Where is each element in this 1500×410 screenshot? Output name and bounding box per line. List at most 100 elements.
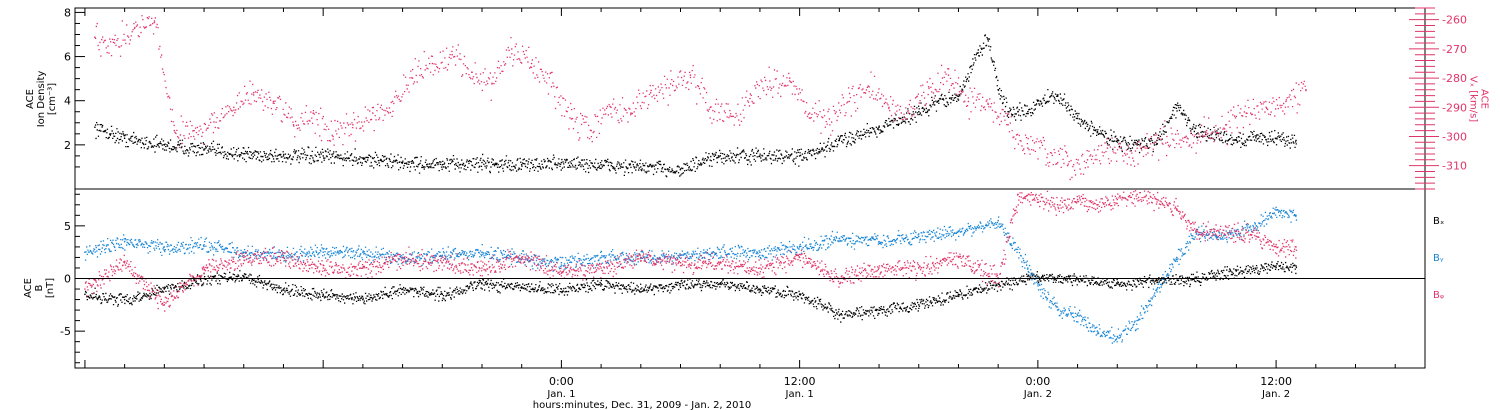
ion-density-point [481,161,483,164]
ion-density-point [937,99,940,102]
bz-point [481,267,483,269]
vx-point [491,83,493,85]
by-point [84,251,86,253]
vx-point [788,77,791,79]
by-point [918,235,920,238]
vx-point [749,97,751,100]
bz-point [1056,204,1059,206]
vx-point [511,48,513,50]
bx-points [84,261,1298,323]
by-point [798,246,801,248]
bx-point [997,283,999,285]
by-point [1116,335,1119,338]
ion-density-point [1037,99,1039,102]
bz-point [1176,209,1178,211]
vx-point [352,124,354,126]
vx-point [272,100,275,103]
b-ylabel-line: B [34,284,45,291]
legend-entry: Bᵩ [1433,290,1444,301]
bx-point [362,298,364,301]
ion-density-point [1096,130,1099,133]
bz-point [1017,193,1019,196]
vx-point [1047,153,1049,155]
bx-point [600,283,602,285]
by-point [1295,214,1297,217]
ion-density-point [719,155,721,157]
vx-point [828,118,831,120]
ion-density-point [1116,139,1119,142]
ion-density-point [243,152,245,155]
by-point [1215,235,1218,238]
vx-point [113,42,116,44]
axis-ticks [75,7,1439,368]
b-ylabel: ACE B [nT] [23,278,56,298]
ion-density-point [918,110,920,113]
bz-point [957,256,960,259]
b-tick-label: 0 [64,273,71,286]
vx-point [431,62,434,65]
by-point [282,254,285,257]
ion-density-point [1056,95,1059,98]
by-point [1275,209,1277,211]
x-tick-time-label: 12:00 [784,375,816,388]
vx-point [689,74,692,76]
bx-point [878,309,880,311]
bz-point [401,256,404,259]
vx-point [947,74,950,76]
bx-point [719,283,721,285]
legend-entry: Bₓ [1433,216,1444,227]
vx-ylabel-line: ACE [1479,89,1490,109]
vx-point [530,62,533,65]
ion-density-point [679,168,682,170]
bz-point [759,267,761,269]
vx-point [729,115,731,117]
bz-point [1195,230,1198,232]
ion-density-point [957,95,960,98]
bz-point [560,272,563,275]
vx-point [848,100,851,103]
vx-tick-label: -300 [1442,130,1467,143]
bz-point [203,267,205,269]
ion-density-point [1017,110,1019,113]
vx-point [173,129,176,132]
by-point [243,251,245,253]
by-points [84,206,1298,344]
vx-point [332,135,334,138]
bz-point [1255,235,1258,238]
vx-point [769,80,771,82]
ion-density-point [520,163,523,166]
bz-point [1215,230,1218,232]
ion-density-point [123,137,126,139]
by-point [1255,225,1258,227]
bx-point [401,288,404,290]
vx-point [888,106,890,109]
vx-point [590,129,592,132]
bz-point [878,267,880,269]
axis-labels: 2468-260-270-280-290-300-31050-50:00Jan.… [23,6,1490,410]
ion-density-point [163,144,166,146]
vx-point [868,86,870,88]
bz-point [322,267,325,269]
vx-point [709,106,712,109]
vx-point [213,121,215,123]
by-point [1156,288,1158,290]
bx-point [679,283,682,285]
vx-points [94,15,1307,181]
bz-point [719,261,721,264]
x-tick-time-label: 0:00 [549,375,574,388]
bz-point [918,267,920,269]
bz-point [520,256,523,259]
x-tick-date-label: Jan. 1 [785,389,814,400]
vx-point [1146,147,1148,149]
bz-point [441,261,444,264]
density-ylabel-line: [cm⁻³] [47,83,58,115]
bx-point [838,314,841,317]
vx-point [233,106,235,109]
vx-point [669,83,672,85]
by-point [1136,319,1138,322]
ion-density-point [1176,104,1178,106]
bx-point [957,293,960,296]
density-ylabel-line: ACE [25,89,36,109]
ion-density-point [362,157,364,159]
